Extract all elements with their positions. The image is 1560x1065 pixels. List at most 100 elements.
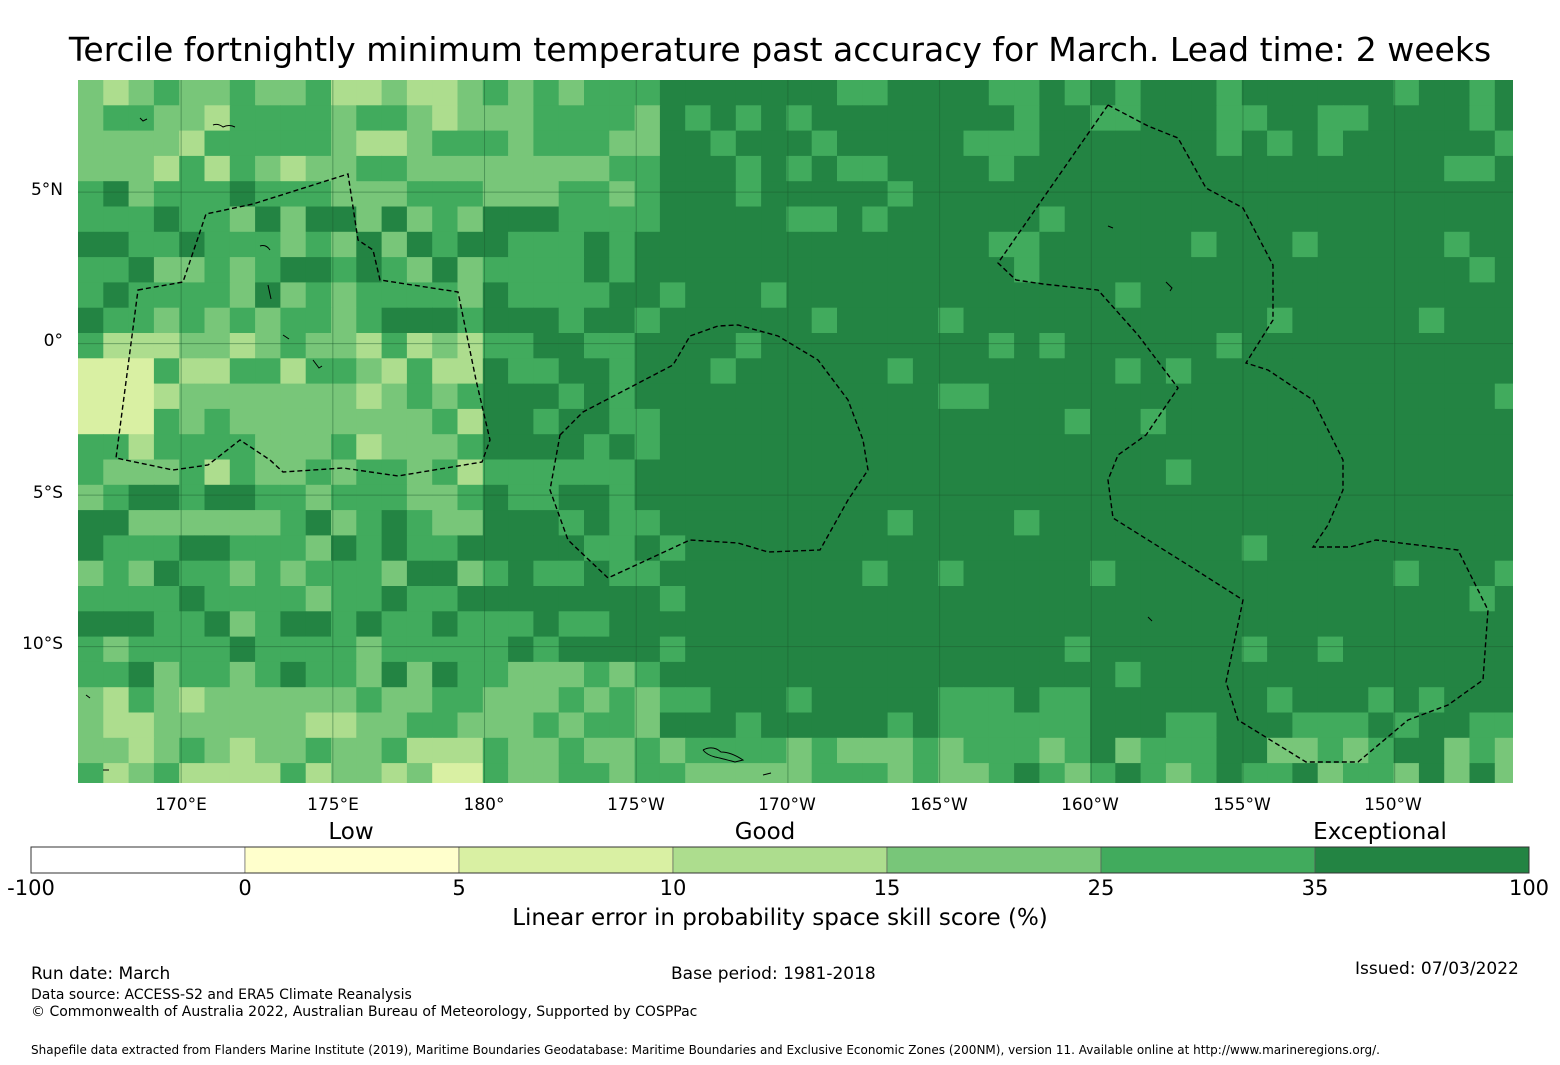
skill-cell — [381, 510, 408, 536]
skill-cell — [1343, 282, 1369, 309]
skill-cell — [78, 763, 104, 783]
skill-cell — [1418, 155, 1445, 182]
skill-cell — [837, 307, 863, 334]
skill-cell — [1267, 181, 1293, 207]
colorbar-tick: -100 — [7, 876, 55, 900]
skill-cell — [558, 484, 585, 511]
skill-cell — [78, 687, 104, 713]
skill-cell — [406, 484, 433, 511]
skill-cell — [482, 231, 509, 258]
skill-cell — [1267, 484, 1293, 511]
skill-cell — [659, 586, 686, 612]
skill-cell — [204, 661, 231, 688]
skill-cell — [735, 105, 762, 132]
graticule — [78, 80, 1513, 783]
skill-cell — [862, 105, 889, 132]
skill-cell — [558, 231, 585, 258]
skill-cell — [761, 510, 787, 536]
skill-cell — [1292, 661, 1319, 688]
skill-cell — [1343, 535, 1369, 562]
skill-cell — [659, 661, 686, 688]
skill-cell — [457, 257, 484, 283]
skill-cell — [331, 510, 357, 536]
skill-cell — [1393, 586, 1420, 612]
skill-cell — [912, 687, 939, 713]
skill-cell — [963, 408, 990, 435]
skill-cell — [837, 661, 863, 688]
skill-cell — [533, 206, 560, 233]
island — [1147, 616, 1153, 622]
skill-cell — [837, 560, 863, 587]
skill-cell — [1368, 383, 1395, 410]
skill-cell — [609, 155, 636, 182]
skill-cell — [406, 763, 433, 783]
skill-cell — [1494, 636, 1513, 663]
skill-cell — [1191, 661, 1217, 688]
skill-cell — [735, 560, 762, 587]
skill-cell — [786, 231, 813, 258]
skill-cell — [1393, 408, 1420, 435]
skill-cell — [128, 510, 155, 536]
skill-cell — [78, 257, 104, 283]
skill-cell — [153, 712, 180, 739]
skill-cell — [1317, 307, 1344, 334]
skill-score-map — [78, 80, 1513, 783]
skill-cell — [659, 358, 686, 385]
skill-cell — [103, 459, 130, 486]
skill-cell — [1064, 358, 1091, 385]
skill-cell — [255, 333, 281, 359]
skill-cell — [1241, 155, 1268, 182]
skill-cell — [1191, 586, 1217, 612]
skill-cell — [1140, 484, 1167, 511]
skill-cell — [1241, 231, 1268, 258]
skill-cell — [1368, 307, 1395, 334]
skill-cell — [1368, 206, 1395, 233]
skill-cell — [1469, 712, 1496, 739]
skill-cell — [533, 560, 560, 587]
skill-cell — [356, 434, 383, 460]
skill-cell — [1317, 636, 1344, 663]
skill-cell — [584, 155, 610, 182]
skill-cell — [558, 586, 585, 612]
skill-cell — [1418, 712, 1445, 739]
skill-cell — [1343, 586, 1369, 612]
skill-cell — [988, 155, 1015, 182]
skill-cell — [508, 333, 534, 359]
skill-cell — [533, 231, 560, 258]
skill-cell — [1418, 181, 1445, 207]
skill-cell — [482, 155, 509, 182]
skill-cell — [912, 231, 939, 258]
skill-cell — [1418, 105, 1445, 132]
skill-cell — [331, 586, 357, 612]
skill-cell — [1115, 712, 1142, 739]
skill-cell — [179, 459, 205, 486]
skill-cell — [1064, 661, 1091, 688]
skill-cell — [1241, 661, 1268, 688]
skill-cell — [786, 510, 813, 536]
skill-cell — [179, 408, 205, 435]
skill-cell — [356, 282, 383, 309]
skill-cell — [912, 763, 939, 783]
skill-cell — [558, 181, 585, 207]
legend-category-exceptional: Exceptional — [1313, 819, 1447, 845]
skill-cell — [1393, 661, 1420, 688]
skill-cell — [255, 257, 281, 283]
skill-cell — [406, 257, 433, 283]
skill-cell — [862, 155, 889, 182]
skill-cell — [786, 130, 813, 157]
skill-cell — [1494, 484, 1513, 511]
skill-cell — [1115, 282, 1142, 309]
skill-cell — [1444, 687, 1470, 713]
skill-cell — [1317, 586, 1344, 612]
lon-label: 155°W — [1213, 795, 1271, 815]
skill-cell — [128, 80, 155, 106]
skill-cell — [988, 535, 1015, 562]
skill-cell — [533, 687, 560, 713]
skill-cell — [432, 459, 458, 486]
skill-cell — [432, 105, 458, 132]
skill-cell — [1039, 661, 1066, 688]
skill-cell — [786, 408, 813, 435]
skill-cell — [811, 661, 838, 688]
skill-cell — [1317, 408, 1344, 435]
skill-cell — [280, 484, 307, 511]
